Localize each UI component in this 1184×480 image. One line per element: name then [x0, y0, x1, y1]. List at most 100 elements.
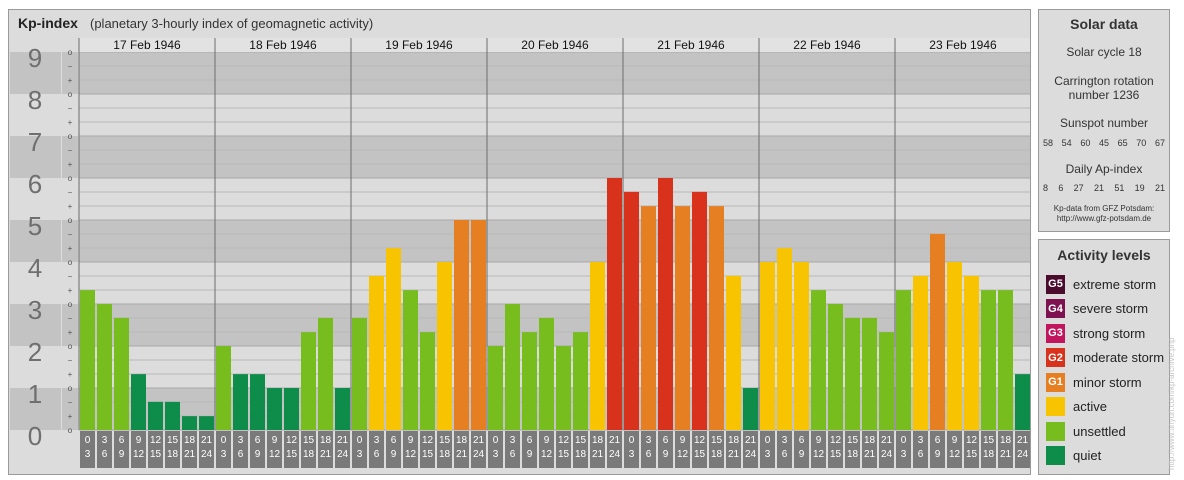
interval-label-cell [284, 431, 299, 468]
interval-end-label: 24 [881, 449, 893, 460]
minor-tick-label: − [68, 398, 73, 407]
legend-label: moderate storm [1073, 350, 1165, 365]
minor-tick-label: o [68, 174, 73, 183]
interval-label-cell [794, 431, 809, 468]
interval-start-label: 15 [983, 435, 995, 446]
ap-value: 8 [1043, 183, 1049, 193]
interval-end-label: 12 [133, 449, 145, 460]
interval-end-label: 6 [646, 449, 652, 460]
interval-label-cell [981, 431, 996, 468]
minor-tick-label: − [68, 62, 73, 71]
interval-end-label: 21 [728, 449, 740, 460]
kp-bar [709, 206, 724, 430]
interval-start-label: 12 [966, 435, 978, 446]
kp-bar [199, 416, 214, 430]
interval-start-label: 6 [527, 435, 533, 446]
interval-end-label: 15 [694, 449, 706, 460]
sunspot-value: 67 [1154, 138, 1165, 148]
kp-bar [930, 233, 945, 430]
legend-swatch [1046, 446, 1065, 465]
minor-tick-label: o [68, 426, 73, 435]
interval-start-label: 9 [544, 435, 550, 446]
kp-bar [794, 262, 809, 430]
kp-bar [250, 374, 265, 430]
interval-start-label: 9 [680, 435, 686, 446]
interval-label-cell [607, 431, 622, 468]
kp-bar [641, 206, 656, 430]
interval-end-label: 6 [782, 449, 788, 460]
legend-swatch: G4 [1046, 299, 1065, 318]
legend-item: active [1046, 397, 1107, 417]
interval-end-label: 3 [221, 449, 227, 460]
interval-start-label: 6 [391, 435, 397, 446]
minor-tick-label: + [68, 328, 73, 337]
interval-start-label: 9 [136, 435, 142, 446]
interval-label-cell [250, 431, 265, 468]
carrington-line-2: number 1236 [1068, 88, 1140, 102]
interval-end-label: 3 [629, 449, 635, 460]
interval-start-label: 12 [830, 435, 842, 446]
kp-bar [454, 220, 469, 430]
interval-start-label: 18 [728, 435, 740, 446]
minor-label-band [62, 388, 78, 430]
interval-label-cell [233, 431, 248, 468]
legend-item: unsettled [1046, 421, 1126, 441]
interval-label-cell [148, 431, 163, 468]
kp-bar [369, 275, 384, 430]
minor-label-band [62, 220, 78, 262]
sunspot-value: 70 [1136, 138, 1147, 148]
interval-label-cell [777, 431, 792, 468]
interval-end-label: 18 [575, 449, 587, 460]
interval-start-label: 0 [85, 435, 91, 446]
legend-label: active [1073, 399, 1107, 414]
kp-bar [505, 304, 520, 430]
interval-label-cell [488, 431, 503, 468]
interval-label-cell [471, 431, 486, 468]
kp-bar [233, 374, 248, 430]
legend-label: unsettled [1073, 423, 1126, 439]
interval-label-cell [760, 431, 775, 468]
legend-swatch [1046, 397, 1065, 416]
interval-label-cell [403, 431, 418, 468]
interval-end-label: 9 [799, 449, 805, 460]
kp-bar [318, 317, 333, 430]
kp-bar [335, 388, 350, 430]
minor-tick-label: − [68, 314, 73, 323]
interval-label-cell [675, 431, 690, 468]
chart-subtitle: (planetary 3-hourly index of geomagnetic… [90, 16, 374, 31]
interval-label-cell [658, 431, 673, 468]
kp-bar [811, 290, 826, 430]
kp-bar [607, 178, 622, 430]
day-label: 19 Feb 1946 [385, 38, 453, 52]
interval-end-label: 18 [439, 449, 451, 460]
kp-bar [114, 317, 129, 430]
interval-label-cell [352, 431, 367, 468]
minor-tick-label: o [68, 342, 73, 351]
interval-label-cell [216, 431, 231, 468]
minor-tick-label: − [68, 104, 73, 113]
interval-end-label: 21 [456, 449, 468, 460]
sunspot-values: 58 54 60 45 65 70 67 [1043, 138, 1165, 148]
ap-value: 21 [1154, 183, 1165, 193]
interval-end-label: 18 [167, 449, 179, 460]
day-label: 17 Feb 1946 [113, 38, 181, 52]
y-label-band [10, 136, 61, 178]
interval-end-label: 21 [864, 449, 876, 460]
y-tick-label: 6 [28, 169, 42, 199]
interval-label-cell [386, 431, 401, 468]
kp-chart-panel: Kp-index (planetary 3-hourly index of ge… [8, 9, 1031, 475]
kp-bar [845, 317, 860, 430]
minor-label-band [62, 262, 78, 304]
activity-levels-title: Activity levels [1057, 247, 1151, 263]
interval-start-label: 18 [592, 435, 604, 446]
kp-bar [879, 332, 894, 430]
kp-bar [216, 346, 231, 430]
y-tick-label: 5 [28, 211, 42, 241]
interval-label-cell [692, 431, 707, 468]
interval-label-cell [454, 431, 469, 468]
ap-value: 21 [1093, 183, 1104, 193]
interval-start-label: 15 [439, 435, 451, 446]
interval-label-cell [301, 431, 316, 468]
interval-label-cell [182, 431, 197, 468]
interval-end-label: 9 [119, 449, 125, 460]
